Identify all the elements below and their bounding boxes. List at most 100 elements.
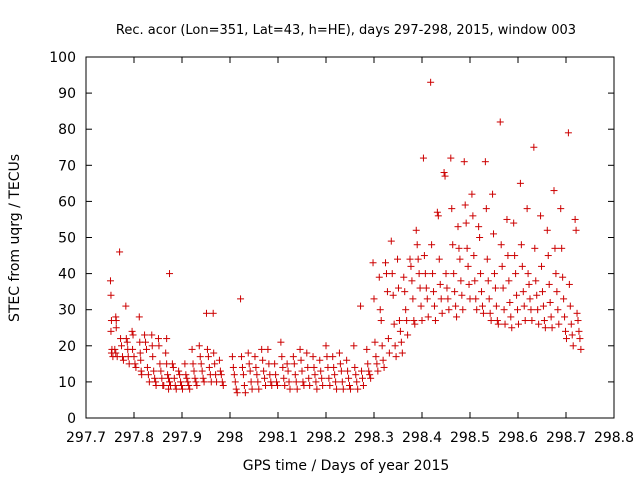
- data-point: [178, 382, 186, 390]
- data-point: [107, 291, 115, 299]
- data-point: [511, 252, 519, 260]
- data-point: [271, 360, 279, 368]
- data-point: [343, 356, 351, 364]
- data-point: [322, 342, 330, 350]
- data-point: [190, 367, 198, 375]
- data-point: [192, 378, 200, 386]
- data-points: [106, 78, 585, 397]
- data-point: [262, 382, 270, 390]
- data-point: [202, 309, 210, 317]
- data-point: [418, 317, 426, 325]
- data-point: [119, 356, 127, 364]
- data-point: [378, 342, 386, 350]
- data-point: [390, 320, 398, 328]
- data-point: [574, 317, 582, 325]
- data-point: [238, 353, 246, 361]
- data-point: [560, 295, 568, 303]
- data-point: [433, 208, 441, 216]
- data-point: [532, 277, 540, 285]
- data-point: [507, 313, 515, 321]
- x-tick-label: 298.4: [402, 430, 442, 446]
- data-point: [395, 317, 403, 325]
- data-point: [459, 306, 467, 314]
- data-point: [558, 244, 566, 252]
- data-point: [403, 317, 411, 325]
- data-point: [496, 118, 504, 126]
- data-point: [543, 226, 551, 234]
- data-point: [154, 335, 162, 343]
- data-point: [369, 259, 377, 267]
- data-point: [540, 317, 548, 325]
- data-point: [160, 382, 168, 390]
- data-point: [196, 353, 204, 361]
- x-tick-label: 297.8: [114, 430, 154, 446]
- data-point: [293, 385, 301, 393]
- data-point: [365, 367, 373, 375]
- data-point: [344, 367, 352, 375]
- data-point: [528, 317, 536, 325]
- data-point: [394, 284, 402, 292]
- data-point: [175, 367, 183, 375]
- data-point: [252, 363, 260, 371]
- data-point: [310, 363, 318, 371]
- data-point: [363, 345, 371, 353]
- data-point: [352, 371, 360, 379]
- data-point: [296, 345, 304, 353]
- data-point: [455, 244, 463, 252]
- data-point: [371, 338, 379, 346]
- data-point: [447, 154, 455, 162]
- data-point: [482, 205, 490, 213]
- data-point: [575, 327, 583, 335]
- data-point: [261, 374, 269, 382]
- data-point: [385, 349, 393, 357]
- data-point: [448, 205, 456, 213]
- y-axis-label: STEC from uqrg / TECUs: [7, 154, 23, 322]
- data-point: [189, 360, 197, 368]
- data-point: [562, 335, 570, 343]
- data-point: [185, 382, 193, 390]
- data-point: [430, 288, 438, 296]
- data-point: [471, 277, 479, 285]
- data-point: [517, 241, 525, 249]
- data-point: [389, 291, 397, 299]
- data-point: [382, 259, 390, 267]
- data-point: [519, 288, 527, 296]
- data-point: [456, 255, 464, 263]
- data-point: [168, 360, 176, 368]
- data-point: [304, 363, 312, 371]
- data-point: [297, 356, 305, 364]
- data-point: [449, 241, 457, 249]
- data-point: [486, 309, 494, 317]
- data-point: [193, 382, 201, 390]
- data-point: [504, 252, 512, 260]
- data-point: [336, 360, 344, 368]
- data-point: [524, 270, 532, 278]
- data-point: [445, 306, 453, 314]
- data-point: [457, 277, 465, 285]
- data-point: [162, 349, 170, 357]
- data-point: [408, 277, 416, 285]
- data-point: [354, 385, 362, 393]
- data-point: [419, 154, 427, 162]
- data-point: [142, 345, 150, 353]
- y-tick-label: 30: [58, 303, 76, 319]
- data-point: [132, 363, 140, 371]
- data-point: [485, 295, 493, 303]
- data-point: [131, 360, 139, 368]
- x-tick-label: 298.1: [258, 430, 298, 446]
- data-point: [576, 335, 584, 343]
- data-point: [107, 327, 115, 335]
- data-point: [204, 353, 212, 361]
- data-point: [430, 302, 438, 310]
- data-point: [428, 241, 436, 249]
- data-point: [500, 306, 508, 314]
- data-point: [533, 291, 541, 299]
- data-point: [513, 291, 521, 299]
- data-point: [137, 356, 145, 364]
- data-point: [441, 172, 449, 180]
- data-point: [547, 313, 555, 321]
- data-point: [461, 201, 469, 209]
- data-point: [469, 212, 477, 220]
- data-point: [279, 363, 287, 371]
- data-point: [370, 295, 378, 303]
